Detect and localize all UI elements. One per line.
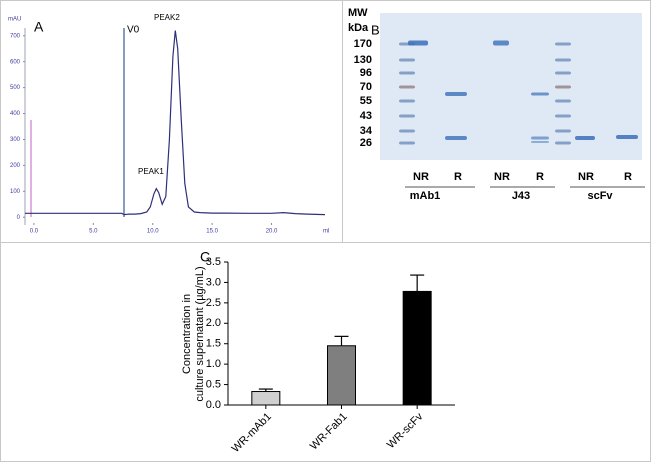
- y-tick-label: 700: [10, 33, 21, 39]
- mw-marker-label: 130: [354, 54, 372, 66]
- gel-band: [555, 85, 571, 89]
- gel-band: [445, 92, 467, 96]
- gel-band: [399, 129, 415, 133]
- gel-band: [555, 99, 571, 103]
- y-tick-label: 3.5: [206, 256, 221, 268]
- lane-label: R: [454, 171, 462, 183]
- x-tick-label: 15.0: [206, 229, 218, 235]
- gel-band: [445, 136, 467, 140]
- panel-label: C: [200, 249, 210, 265]
- gel-band: [555, 42, 571, 46]
- y-tick-label: 600: [10, 59, 21, 65]
- mw-marker-label: 43: [360, 110, 372, 122]
- lane-label: NR: [413, 171, 429, 183]
- mw-marker-label: 26: [360, 137, 372, 149]
- chromatogram-line: [25, 30, 326, 216]
- gel-band: [399, 85, 415, 89]
- gel-band: [531, 141, 549, 143]
- group-label: scFv: [587, 190, 613, 202]
- y-axis-title: mAU: [8, 17, 21, 23]
- gel-band: [616, 135, 638, 139]
- x-tick-label: 20.0: [266, 229, 278, 235]
- x-tick-label: 0.0: [30, 229, 39, 235]
- y-tick-label: 2.5: [206, 297, 221, 309]
- lane-label: NR: [578, 171, 594, 183]
- gel-band: [555, 114, 571, 118]
- gel-band: [531, 92, 549, 96]
- x-tick-label: 10.0: [147, 229, 159, 235]
- bar: [251, 391, 281, 406]
- bar: [327, 345, 356, 406]
- gel-band: [555, 141, 571, 145]
- group-label: J43: [512, 190, 530, 202]
- y-axis-title: Concentration in: [181, 294, 193, 374]
- gel-band: [399, 114, 415, 118]
- y-tick-label: 2.0: [206, 317, 221, 329]
- x-axis-title: ml: [323, 229, 329, 235]
- x-tick-label: WR-Fab1: [308, 411, 350, 453]
- x-tick-label: WR-mAb1: [230, 411, 274, 455]
- gel-header: MW: [348, 7, 368, 19]
- gel-band: [399, 141, 415, 145]
- mw-marker-label: 170: [354, 38, 372, 50]
- lane-label: R: [624, 171, 632, 183]
- gel-header: kDa: [348, 22, 369, 34]
- mw-marker-label: 55: [360, 95, 372, 107]
- lane-label: NR: [494, 171, 510, 183]
- y-tick-label: 200: [10, 163, 21, 169]
- y-tick-label: 300: [10, 137, 21, 143]
- y-tick-label: 1.0: [206, 358, 221, 370]
- mw-marker-label: 96: [360, 67, 372, 79]
- peak-label: PEAK2: [154, 13, 180, 22]
- gel-band: [531, 136, 549, 140]
- mw-marker-label: 34: [360, 125, 373, 137]
- y-tick-label: 0.5: [206, 378, 221, 390]
- gel-band: [555, 71, 571, 75]
- v0-label: V0: [127, 25, 140, 36]
- peak-label: PEAK1: [138, 167, 164, 176]
- group-label: mAb1: [410, 190, 441, 202]
- y-axis-title: culture supernatant (µg/mL): [194, 266, 206, 401]
- bar: [402, 290, 432, 406]
- gel-band: [399, 71, 415, 75]
- gel-band: [399, 99, 415, 103]
- panel-label: A: [34, 19, 44, 35]
- y-tick-label: 3.0: [206, 276, 221, 288]
- lane-label: R: [536, 171, 544, 183]
- y-tick-label: 0.0: [206, 399, 221, 411]
- y-tick-label: 500: [10, 85, 21, 91]
- gel-band: [575, 136, 595, 140]
- y-tick-label: 400: [10, 111, 21, 117]
- y-tick-label: 0: [17, 215, 21, 221]
- x-tick-label: WR-scFv: [385, 410, 426, 451]
- y-tick-label: 100: [10, 189, 21, 195]
- mw-marker-label: 70: [360, 81, 372, 93]
- gel-image: [380, 13, 642, 160]
- panel-label: B: [371, 22, 380, 37]
- gel-band: [493, 40, 509, 46]
- panel-a-border: [0, 0, 343, 243]
- gel-band: [555, 58, 571, 62]
- gel-band: [399, 58, 415, 62]
- gel-band: [555, 129, 571, 133]
- y-tick-label: 1.5: [206, 338, 221, 350]
- x-tick-label: 5.0: [89, 229, 98, 235]
- gel-band: [408, 40, 428, 46]
